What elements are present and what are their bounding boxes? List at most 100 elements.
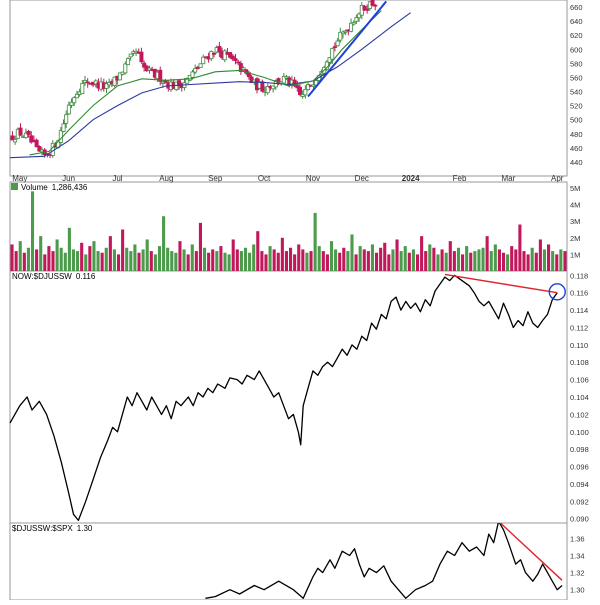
candle-body: [187, 74, 192, 81]
candle-body: [160, 81, 165, 84]
volume-bar: [125, 247, 129, 271]
candle-body: [211, 52, 216, 55]
candle-body: [10, 135, 15, 141]
volume-bar: [354, 254, 358, 271]
ratio2-legend-label: $DJUSSW:$SPX 1.30: [12, 524, 93, 533]
month-label: Oct: [258, 174, 271, 183]
candle-body: [163, 80, 168, 83]
volume-bar: [301, 249, 305, 271]
volume-bar: [231, 239, 235, 271]
volume-bar: [194, 251, 198, 271]
volume-bar: [506, 254, 510, 271]
volume-bar: [239, 251, 243, 271]
volume-bar: [346, 251, 350, 271]
volume-tick-label: 1M: [570, 250, 580, 259]
candle-body: [82, 80, 87, 83]
month-label: Mar: [501, 174, 515, 183]
candle-body: [228, 52, 233, 58]
volume-bar: [526, 254, 530, 271]
panel-layer: [9, 0, 568, 601]
candle-body: [349, 22, 354, 32]
volume-bar: [542, 249, 547, 271]
volume-bar: [18, 241, 22, 271]
y-tick-label: 0.118: [570, 271, 588, 280]
volume-bar: [284, 251, 288, 271]
candle-body: [303, 89, 308, 96]
volume-bar: [133, 244, 137, 271]
candle-body: [72, 97, 77, 104]
volume-bar: [116, 254, 121, 271]
volume-bar: [166, 247, 170, 271]
candle-body: [112, 76, 117, 87]
candle-body: [74, 93, 79, 99]
y-tick-label: 440: [570, 158, 583, 167]
volume-bar: [309, 251, 313, 271]
volume-bar: [121, 229, 125, 271]
volume-bar: [555, 254, 559, 271]
volume-bar: [14, 251, 18, 271]
volume-bar: [297, 244, 301, 271]
volume-bar: [325, 254, 329, 271]
highlight-circle: [548, 283, 566, 301]
y-tick-label: 0.114: [570, 306, 588, 315]
candle-body: [370, 0, 375, 6]
volume-bar: [272, 249, 276, 271]
volume-bar: [260, 251, 264, 271]
candle-body: [104, 83, 109, 89]
volume-bar: [211, 249, 215, 271]
candle-body: [66, 104, 71, 115]
volume-legend-label: Volume 1,286,436: [21, 183, 88, 192]
volume-bar: [59, 247, 63, 271]
volume-bar: [145, 239, 149, 271]
volume-bar: [534, 252, 538, 271]
volume-bar: [149, 251, 153, 271]
ratio-label-text: NOW:$DJUSSW: [12, 272, 72, 281]
candle-body: [332, 46, 337, 48]
volume-bar: [559, 249, 563, 271]
y-tick-label: 1.30: [570, 586, 585, 595]
volume-bar: [215, 251, 219, 271]
volume-bar: [485, 236, 489, 271]
volume-bar: [420, 236, 424, 271]
candle-body: [13, 139, 18, 143]
y-tick-label: 0.094: [570, 480, 589, 489]
candle-body: [327, 57, 332, 63]
volume-bar: [22, 252, 26, 271]
volume-bar: [424, 251, 428, 271]
candle-body: [271, 85, 276, 90]
candle-body: [343, 30, 348, 33]
volume-bar: [477, 249, 481, 271]
month-label: Apr: [551, 174, 564, 183]
candle-body: [357, 13, 362, 19]
sma-fast-line: [29, 10, 382, 156]
volume-bar: [403, 246, 407, 271]
volume-bar: [76, 251, 80, 271]
volume-bar: [43, 254, 47, 271]
volume-bar: [436, 254, 440, 271]
y-tick-label: 560: [570, 73, 583, 82]
volume-bar: [202, 247, 207, 271]
ratio2-label-text: $DJUSSW:$SPX: [12, 524, 73, 533]
volume-bar: [448, 241, 452, 271]
candle-body: [158, 69, 163, 82]
candle-body: [85, 81, 90, 84]
volume-bar: [551, 251, 555, 271]
volume-bar: [51, 251, 55, 271]
candle-body: [61, 123, 66, 132]
volume-bar: [170, 251, 174, 271]
volume-bar: [153, 254, 157, 271]
volume-bar: [207, 252, 211, 271]
volume-bar: [84, 254, 88, 271]
volume-bar: [547, 244, 551, 271]
month-label: 2024: [402, 174, 420, 183]
volume-bar: [350, 234, 354, 271]
y-tick-label: 0.090: [570, 515, 589, 524]
candle-body: [295, 85, 300, 89]
candle-body: [340, 31, 345, 35]
volume-bar: [96, 251, 100, 271]
y-tick-label: 620: [570, 31, 583, 40]
volume-bar: [469, 252, 473, 271]
y-tick-label: 1.32: [570, 569, 585, 578]
month-label: May: [12, 174, 27, 183]
